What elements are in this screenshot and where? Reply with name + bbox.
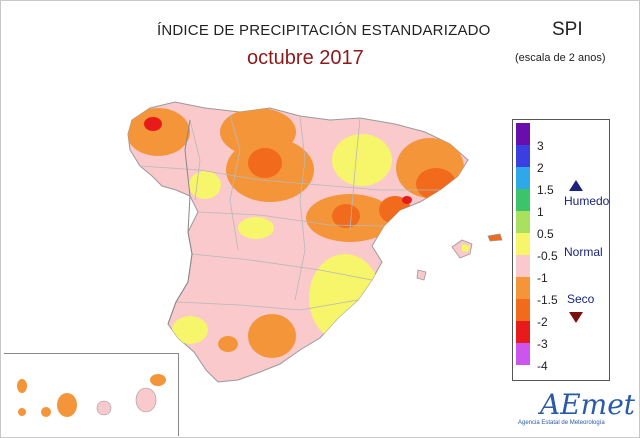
iberia-shape (127, 101, 469, 383)
legend-label: 1.5 (537, 183, 554, 197)
legend-swatch-minus-1 (516, 255, 530, 277)
humid-arrow-icon (569, 180, 583, 191)
dry-label: Seco (567, 292, 595, 306)
legend-label: -3 (537, 337, 548, 351)
legend-swatch-minus-4 (516, 343, 530, 365)
aemet-logo-subtitle: Agencia Estatal de Meteorología (518, 420, 605, 426)
legend-box: 3 2 1.5 1 0.5 -0.5 -1 -1.5 -2 -3 -4 (512, 119, 610, 381)
galicia-extreme-zone (144, 117, 162, 131)
dry-arrow-icon (569, 312, 583, 323)
humid-label: Humedo (564, 194, 610, 208)
portugal-border (167, 119, 193, 325)
normal-label: Normal (564, 245, 603, 259)
sevilla-dry-zone (218, 336, 238, 352)
index-name: SPI (552, 19, 583, 40)
huelva-normal-zone (172, 316, 208, 344)
castellon-extreme-zone (402, 196, 412, 204)
legend-label: 3 (537, 139, 544, 153)
map-subtitle: octubre 2017 (247, 47, 364, 69)
legend-swatch-1-5 (516, 167, 530, 189)
leon-normal-zone (189, 171, 221, 199)
levante-normal-zone (309, 254, 381, 342)
legend-label: -1 (537, 271, 548, 285)
legend-label: 2 (537, 161, 544, 175)
province-borders (139, 114, 440, 311)
granada-dry-zone (248, 314, 296, 358)
legend-swatch-minus-2 (516, 299, 530, 321)
scale-note: (escala de 2 anos) (515, 52, 606, 64)
legend-swatch-1 (516, 189, 530, 211)
ebro-normal-zone (332, 134, 392, 186)
legend-label: 1 (537, 205, 544, 219)
catalonia-very-dry-zone (416, 168, 456, 200)
legend-swatch-3 (516, 123, 530, 145)
map-title: ÍNDICE DE PRECIPITACIÓN ESTANDARIZADO (157, 22, 491, 39)
balearic-islands (416, 233, 503, 281)
legend-swatch-minus-3 (516, 321, 530, 343)
legend-label: 0.5 (537, 227, 554, 241)
legend-label: -0.5 (537, 249, 558, 263)
madrid-normal-zone (238, 217, 274, 239)
legend-label: -2 (537, 315, 548, 329)
aemet-logo-word: AEmet (540, 388, 636, 421)
teruel-very-dry-zone (332, 204, 360, 228)
legend-swatch-2 (516, 145, 530, 167)
legend-swatch-minus-0-5 (516, 233, 530, 255)
burgos-very-dry-zone (248, 148, 282, 178)
canary-inset-frame (4, 353, 179, 436)
canary-islands (17, 374, 166, 417)
legend-swatch-0-5 (516, 211, 530, 233)
legend-label: -1.5 (537, 293, 558, 307)
galicia-dry-zone (128, 108, 190, 156)
legend-swatch-minus-1-5 (516, 277, 530, 299)
legend-label: -4 (537, 359, 548, 373)
aemet-logo: AEmet Agencia Estatal de Meteorología (518, 388, 635, 432)
